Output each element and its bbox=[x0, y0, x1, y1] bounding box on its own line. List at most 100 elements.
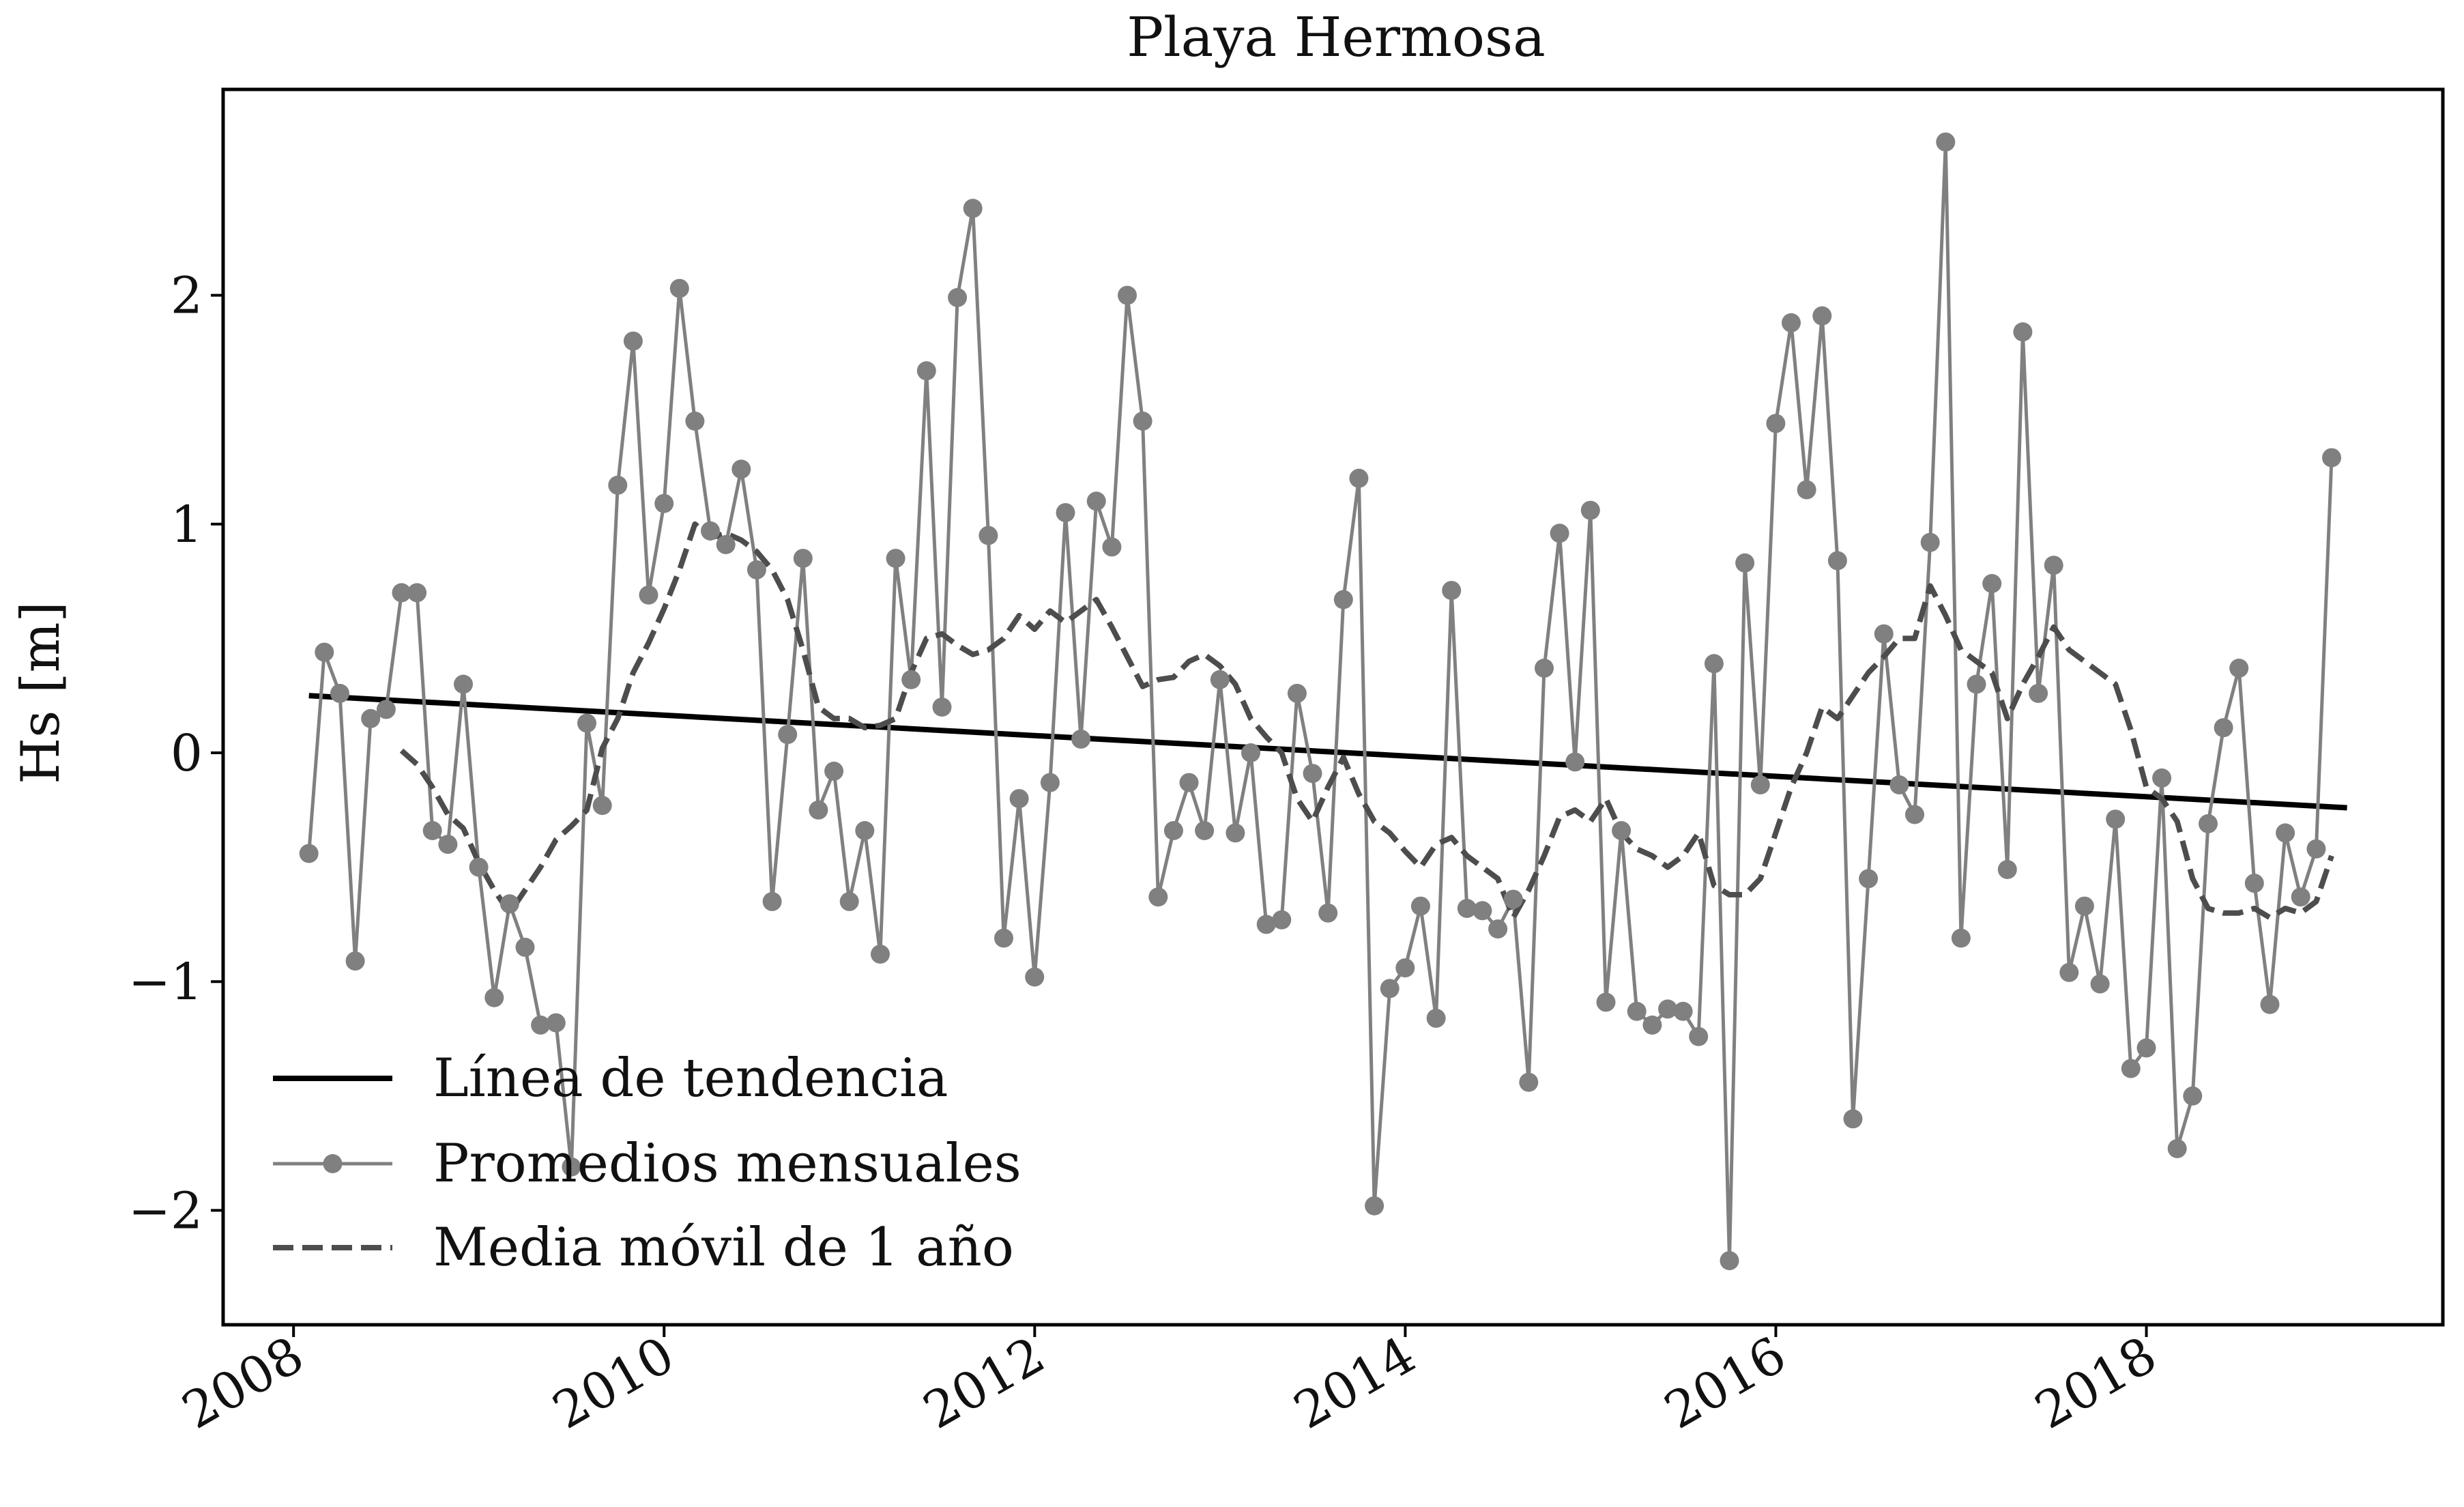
monthly-point bbox=[2214, 718, 2233, 738]
y-tick-label: 2 bbox=[171, 267, 203, 326]
monthly-point bbox=[592, 796, 612, 816]
monthly-point bbox=[654, 493, 674, 513]
monthly-point bbox=[608, 475, 628, 495]
monthly-point bbox=[1272, 910, 1292, 930]
monthly-point bbox=[1040, 773, 1060, 792]
monthly-point bbox=[392, 583, 411, 603]
monthly-point bbox=[1874, 624, 1894, 644]
monthly-point bbox=[1410, 896, 1430, 916]
monthly-point bbox=[1565, 752, 1585, 772]
y-axis: −2 −1 0 1 2 bbox=[128, 267, 223, 1240]
monthly-point bbox=[979, 526, 998, 545]
monthly-point bbox=[669, 278, 689, 298]
monthly-point bbox=[916, 361, 936, 381]
monthly-point bbox=[438, 835, 458, 855]
monthly-point bbox=[1735, 553, 1755, 573]
monthly-point bbox=[1535, 659, 1554, 678]
monthly-point bbox=[1148, 887, 1168, 907]
monthly-point bbox=[1303, 764, 1322, 784]
monthly-point bbox=[1025, 967, 1045, 987]
monthly-point bbox=[531, 1015, 551, 1035]
monthly-point bbox=[1056, 503, 1075, 523]
monthly-point bbox=[2106, 809, 2126, 829]
monthly-point bbox=[1241, 743, 1260, 762]
monthly-point bbox=[1905, 805, 1924, 824]
monthly-point bbox=[2260, 994, 2280, 1014]
legend: Línea de tendencia Promedios mensuales Med… bbox=[273, 1048, 1021, 1278]
legend-label: Media móvil de 1 año bbox=[433, 1217, 1014, 1278]
monthly-point bbox=[2291, 887, 2310, 907]
monthly-point bbox=[1519, 1072, 1539, 1092]
monthly-point bbox=[1658, 999, 1677, 1019]
monthly-point bbox=[2244, 874, 2264, 893]
legend-label: Línea de tendencia bbox=[433, 1048, 948, 1109]
moving-average-line bbox=[399, 521, 2334, 921]
monthly-point bbox=[484, 988, 504, 1007]
monthly-point bbox=[1071, 729, 1091, 749]
monthly-point bbox=[1859, 869, 1879, 889]
monthly-point bbox=[361, 708, 381, 728]
monthly-point bbox=[1596, 992, 1616, 1012]
monthly-point bbox=[1488, 919, 1508, 939]
monthly-point bbox=[2167, 1138, 2187, 1158]
monthly-point bbox=[701, 521, 720, 541]
plot-area bbox=[299, 132, 2347, 1271]
monthly-point bbox=[515, 937, 535, 957]
monthly-point bbox=[469, 857, 489, 877]
monthly-point bbox=[422, 821, 442, 840]
monthly-point bbox=[1333, 590, 1353, 609]
monthly-point bbox=[685, 412, 705, 431]
monthly-point bbox=[1580, 500, 1600, 520]
monthly-point bbox=[2029, 683, 2048, 703]
monthly-point bbox=[1395, 958, 1415, 978]
monthly-point bbox=[2121, 1059, 2141, 1078]
monthly-point bbox=[1133, 412, 1153, 431]
monthly-point bbox=[1967, 674, 1986, 694]
monthly-point bbox=[1349, 468, 1369, 488]
monthly-point bbox=[1318, 903, 1338, 923]
monthly-point bbox=[1380, 979, 1400, 999]
monthly-point bbox=[1889, 775, 1909, 794]
monthly-point bbox=[1195, 821, 1215, 840]
monthly-point bbox=[1473, 901, 1492, 921]
monthly-point bbox=[793, 549, 813, 569]
y-tick-label: 0 bbox=[171, 724, 203, 783]
chart-title: Playa Hermosa bbox=[1127, 5, 1546, 69]
plot-frame bbox=[221, 87, 2445, 1327]
monthly-point bbox=[2276, 823, 2295, 843]
monthly-point bbox=[376, 700, 396, 719]
monthly-point bbox=[716, 535, 736, 554]
monthly-point bbox=[1426, 1008, 1446, 1028]
monthly-point bbox=[454, 674, 473, 694]
monthly-point bbox=[1627, 1001, 1647, 1021]
monthly-point bbox=[2059, 962, 2079, 982]
monthly-point bbox=[747, 560, 766, 579]
y-tick-label: −1 bbox=[128, 953, 203, 1011]
y-tick-label: 1 bbox=[171, 496, 203, 554]
trend-line bbox=[308, 693, 2347, 811]
monthly-point bbox=[562, 1157, 581, 1177]
monthly-point bbox=[1612, 821, 1632, 840]
monthly-point bbox=[762, 891, 782, 911]
monthly-point bbox=[577, 713, 596, 733]
monthly-point bbox=[1256, 915, 1276, 934]
monthly-point bbox=[1118, 285, 1137, 305]
monthly-point bbox=[901, 670, 921, 689]
monthly-point bbox=[1689, 1027, 1709, 1046]
monthly-point bbox=[1750, 775, 1770, 794]
monthly-point bbox=[2136, 1038, 2156, 1058]
monthly-point bbox=[2229, 659, 2249, 678]
monthly-point bbox=[1210, 670, 1230, 689]
monthly-point bbox=[824, 761, 844, 781]
legend-label: Promedios mensuales bbox=[433, 1133, 1021, 1194]
monthly-point bbox=[639, 585, 658, 605]
monthly-point bbox=[1163, 821, 1183, 840]
monthly-point bbox=[299, 844, 319, 863]
monthly-point bbox=[1827, 551, 1847, 571]
monthly-point bbox=[1843, 1109, 1863, 1129]
monthly-point bbox=[2199, 814, 2218, 833]
monthly-point bbox=[1442, 581, 1462, 601]
monthly-point bbox=[1936, 132, 1956, 152]
monthly-point bbox=[1982, 574, 2002, 593]
monthly-point bbox=[1797, 480, 1816, 500]
